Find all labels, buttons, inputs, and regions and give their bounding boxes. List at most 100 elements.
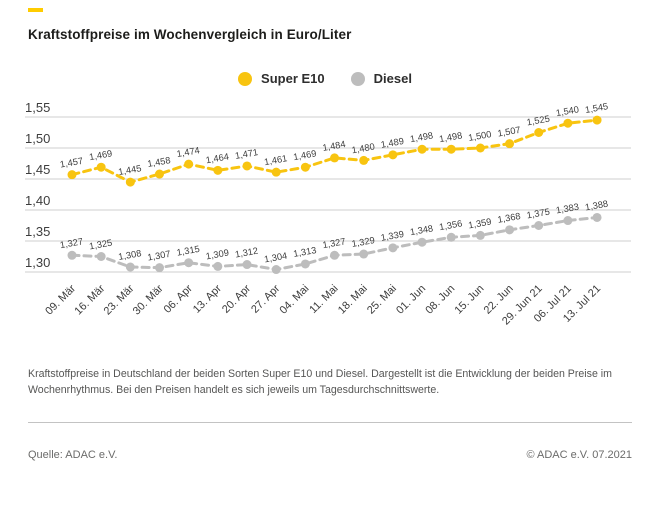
legend-item-diesel: Diesel [350, 71, 412, 86]
data-point-marker-diesel [242, 260, 252, 270]
data-point-label-diesel: 1,309 [205, 248, 230, 262]
data-point-label-super-e10: 1,507 [497, 125, 522, 139]
data-point-label-diesel: 1,359 [468, 217, 493, 231]
data-point-label-diesel: 1,327 [59, 236, 84, 250]
data-point-label-super-e10: 1,525 [526, 114, 551, 128]
data-point-label-diesel: 1,327 [322, 236, 347, 250]
legend-label: Diesel [373, 71, 412, 86]
data-point-marker-super-e10 [125, 177, 135, 187]
data-point-marker-diesel [417, 237, 427, 247]
data-point-marker-super-e10 [155, 169, 165, 179]
data-point-label-diesel: 1,308 [117, 248, 142, 262]
x-tick-label: 20. Apr [220, 282, 253, 315]
x-tick-label: 08. Jun [423, 283, 457, 317]
data-point-marker-diesel [155, 263, 165, 273]
brand-accent-dash [28, 8, 43, 12]
data-point-label-super-e10: 1,484 [322, 139, 347, 153]
data-point-label-super-e10: 1,540 [555, 104, 580, 118]
legend-label: Super E10 [261, 71, 325, 86]
data-point-marker-super-e10 [534, 128, 544, 137]
data-point-label-super-e10: 1,498 [438, 130, 463, 144]
data-point-label-diesel: 1,325 [88, 238, 113, 252]
data-point-marker-diesel [300, 259, 310, 269]
x-tick-label: 30. Mär [131, 282, 166, 317]
data-point-marker-diesel [388, 243, 398, 253]
x-tick-label: 18. Mai [336, 283, 370, 317]
x-tick-label: 27. Apr [249, 282, 282, 315]
data-point-label-diesel: 1,388 [584, 199, 609, 213]
data-point-marker-super-e10 [300, 162, 310, 172]
x-tick-label: 25. Mai [365, 283, 399, 317]
data-point-marker-super-e10 [271, 167, 281, 177]
data-point-marker-diesel [96, 252, 106, 261]
data-point-marker-super-e10 [184, 159, 194, 169]
data-point-label-super-e10: 1,458 [147, 155, 172, 169]
copyright-label: © ADAC e.V. 07.2021 [526, 449, 632, 461]
data-point-label-super-e10: 1,480 [351, 142, 376, 156]
y-tick-label: 1,55 [25, 100, 50, 115]
x-tick-label: 23. Mär [102, 282, 137, 317]
data-point-marker-super-e10 [475, 143, 485, 153]
legend-item-super-e10: Super E10 [238, 71, 325, 86]
data-point-label-super-e10: 1,545 [584, 101, 609, 115]
data-point-label-super-e10: 1,445 [117, 163, 142, 177]
diesel-dot-icon [350, 71, 365, 86]
data-point-label-super-e10: 1,464 [205, 151, 230, 165]
data-point-marker-super-e10 [242, 161, 252, 171]
x-tick-label: 01. Jun [394, 283, 428, 317]
data-point-marker-diesel [563, 216, 573, 226]
data-point-marker-diesel [213, 261, 223, 271]
y-tick-label: 1,45 [25, 162, 50, 177]
data-point-label-diesel: 1,307 [147, 249, 172, 263]
data-point-marker-diesel [592, 212, 602, 222]
data-point-marker-super-e10 [417, 144, 427, 154]
data-point-label-super-e10: 1,498 [409, 130, 434, 144]
data-point-marker-super-e10 [330, 153, 340, 163]
x-tick-label: 16. Mär [72, 282, 107, 317]
y-tick-label: 1,40 [25, 193, 50, 208]
x-tick-label: 06. Apr [162, 282, 195, 315]
data-point-marker-diesel [505, 225, 515, 235]
data-point-label-diesel: 1,329 [351, 235, 376, 249]
x-tick-label: 13. Apr [191, 282, 224, 315]
page-title: Kraftstoffpreise im Wochenvergleich in E… [28, 27, 352, 42]
data-point-marker-diesel [330, 250, 340, 260]
data-point-label-diesel: 1,304 [263, 251, 288, 265]
data-point-marker-super-e10 [563, 118, 573, 128]
data-point-marker-diesel [534, 221, 544, 230]
data-point-label-diesel: 1,313 [293, 245, 318, 259]
footer-divider [28, 422, 632, 423]
source-label: Quelle: ADAC e.V. [28, 449, 118, 461]
chart-description: Kraftstoffpreise in Deutschland der beid… [28, 368, 612, 397]
data-point-label-super-e10: 1,474 [176, 145, 201, 159]
data-point-marker-diesel [184, 258, 194, 268]
data-point-label-super-e10: 1,469 [88, 148, 113, 162]
data-point-label-diesel: 1,339 [380, 229, 405, 243]
y-tick-label: 1,35 [25, 224, 50, 239]
data-point-marker-diesel [359, 249, 369, 259]
x-tick-label: 04. Mai [277, 283, 311, 317]
footer: Quelle: ADAC e.V. © ADAC e.V. 07.2021 [28, 449, 632, 461]
data-point-marker-super-e10 [213, 165, 223, 175]
x-tick-label: 11. Mai [307, 283, 340, 316]
data-point-marker-super-e10 [446, 144, 456, 154]
data-point-label-diesel: 1,375 [526, 207, 551, 221]
data-point-label-diesel: 1,348 [409, 223, 434, 237]
data-point-marker-super-e10 [96, 162, 106, 172]
data-point-marker-super-e10 [505, 139, 515, 149]
data-point-marker-super-e10 [359, 155, 369, 165]
data-point-label-super-e10: 1,461 [263, 153, 288, 167]
x-tick-label: 09. Mär [43, 282, 78, 317]
data-point-label-super-e10: 1,469 [293, 148, 318, 162]
data-point-label-diesel: 1,356 [438, 218, 463, 232]
y-tick-label: 1,30 [25, 255, 50, 270]
data-point-marker-diesel [446, 232, 456, 242]
data-point-label-super-e10: 1,471 [234, 147, 259, 161]
data-point-label-super-e10: 1,500 [468, 129, 493, 143]
data-point-marker-diesel [125, 262, 135, 272]
data-point-marker-super-e10 [388, 150, 398, 160]
data-point-marker-diesel [67, 250, 77, 260]
data-point-label-diesel: 1,368 [497, 211, 522, 225]
data-point-label-diesel: 1,315 [176, 244, 201, 258]
